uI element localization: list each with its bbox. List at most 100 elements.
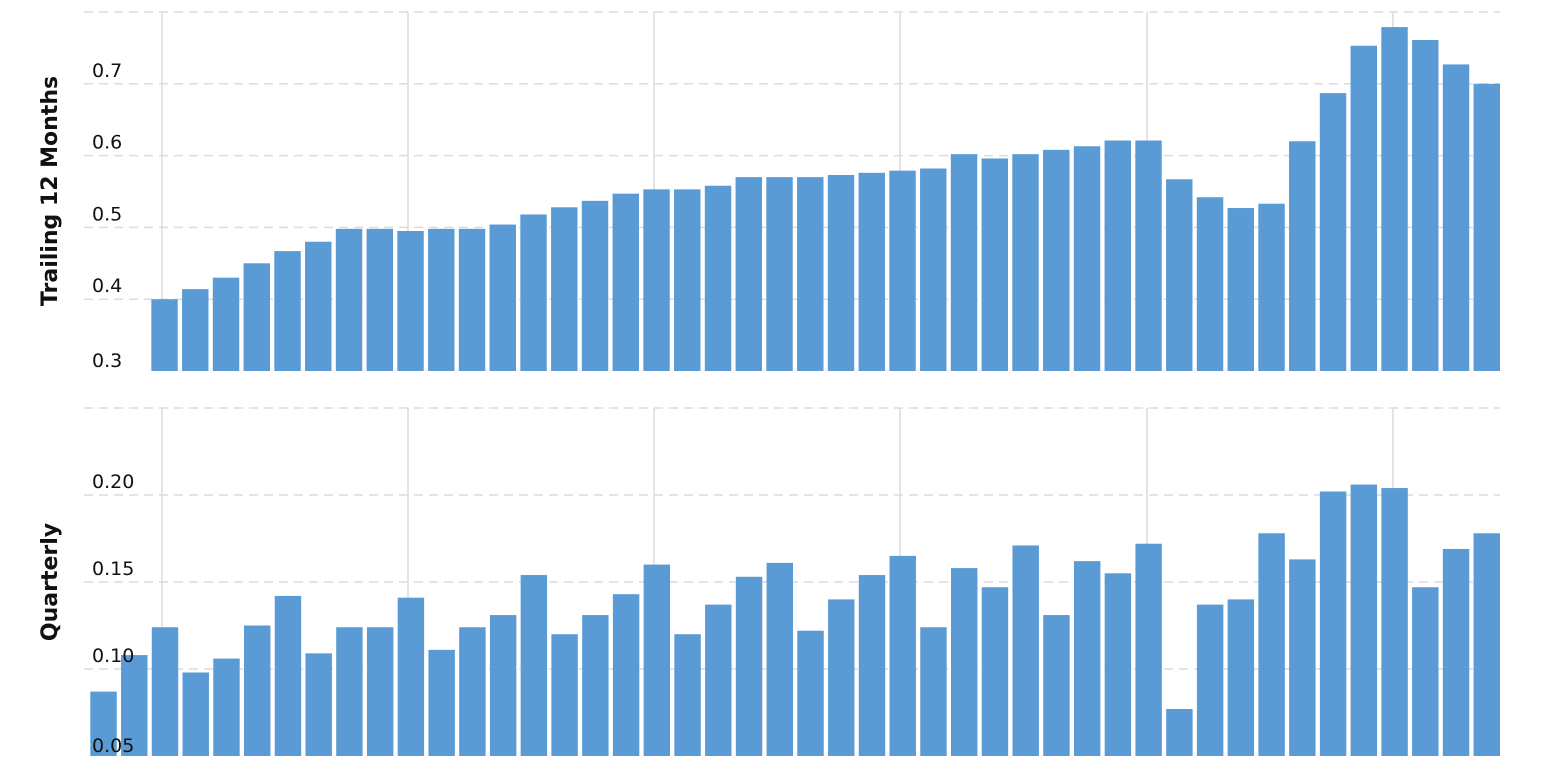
bar [489,224,516,371]
bar [674,634,701,756]
bar [1073,561,1101,756]
bar [612,193,639,371]
bar [182,672,209,756]
bar [121,655,148,756]
bar [428,649,455,756]
bar [858,575,886,756]
bar [889,170,916,371]
bar [1412,40,1439,371]
bar [459,627,486,756]
bar [243,625,271,756]
y-tick-label: 0.5 [92,203,122,225]
bar [735,576,763,756]
bar [920,627,947,756]
bar [243,263,270,371]
bar [274,595,302,756]
bar [1166,179,1193,371]
bar [1227,599,1255,756]
bar [1166,709,1193,756]
bar [1196,604,1224,756]
bar [397,597,425,756]
bar [520,214,547,371]
bar [1442,64,1470,371]
bar [1104,140,1131,371]
bar [1104,573,1132,756]
bar [1012,545,1039,756]
bar [1196,197,1224,371]
bar [704,185,732,371]
bar [551,207,578,371]
bar [1442,548,1470,756]
bar [336,627,363,756]
bar [1135,543,1162,756]
y-tick-label: 0.15 [92,558,134,580]
bar [1135,140,1162,371]
bar [1412,587,1439,756]
bar [1289,141,1316,371]
bar [489,615,517,756]
y-tick-label: 0.10 [92,645,134,667]
y-axis-title: Quarterly [38,523,63,641]
bar [1043,615,1070,756]
bar [366,228,393,371]
bar [766,177,793,371]
bar [827,174,855,371]
bar [582,615,609,756]
bar [1350,484,1378,756]
bar [90,691,117,756]
bar [920,168,947,371]
bar [1012,154,1039,371]
bar [1289,559,1316,756]
bar [305,653,332,756]
bar [1258,203,1285,371]
bar [212,277,240,371]
bar [1227,208,1254,371]
bar [643,564,671,756]
y-axis-title: Trailing 12 Months [38,76,63,306]
bar [950,154,978,371]
bar [643,189,670,371]
bar [1381,488,1408,756]
y-tick-label: 0.7 [92,60,122,82]
y-tick-label: 0.20 [92,471,134,493]
trailing-12-months-panel: 0.3 0.4 0.5 0.6 0.7 Trailing 12 Months [38,11,1500,372]
bar [581,200,609,371]
y-tick-label: 0.3 [92,350,122,372]
bar [213,658,240,756]
bar [612,594,640,756]
bar [520,575,548,756]
y-tick-label: 0.4 [92,275,122,297]
bar [458,228,486,371]
bar [735,177,762,371]
bar [1473,533,1500,756]
y-tick-label: 0.6 [92,132,122,154]
bar [1319,491,1347,756]
bar [1258,533,1285,756]
bar [797,630,824,756]
bar [1319,93,1347,371]
bar [151,627,179,756]
bar [274,251,301,371]
bar [366,627,394,756]
bar [797,177,824,371]
bar [1043,149,1070,371]
bar [1073,146,1101,371]
bar [981,587,1009,756]
bar [674,189,701,371]
bar [397,230,424,371]
quarterly-panel: 0.05 0.10 0.15 0.20 Quarterly [38,407,1500,757]
bar [705,604,732,756]
bar [1473,83,1500,372]
bar [335,228,363,371]
bar [151,299,178,371]
bar [551,634,578,756]
bar [182,289,209,371]
bar [1381,27,1408,371]
bar [889,555,916,756]
bar [950,568,978,756]
bar [828,599,855,756]
bar [981,158,1008,371]
bar [766,562,793,756]
bar [428,228,455,371]
y-tick-label: 0.05 [92,735,134,757]
